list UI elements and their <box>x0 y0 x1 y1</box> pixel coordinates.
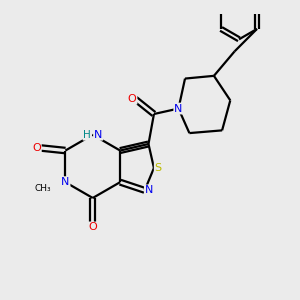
Text: H: H <box>83 130 91 140</box>
Text: S: S <box>155 163 162 173</box>
Text: CH₃: CH₃ <box>34 184 51 193</box>
Text: O: O <box>32 143 41 153</box>
Text: N: N <box>145 185 153 195</box>
Text: N: N <box>61 177 70 187</box>
Text: N: N <box>174 103 183 114</box>
Text: N: N <box>94 130 102 140</box>
Text: O: O <box>128 94 136 104</box>
Text: O: O <box>88 222 97 233</box>
